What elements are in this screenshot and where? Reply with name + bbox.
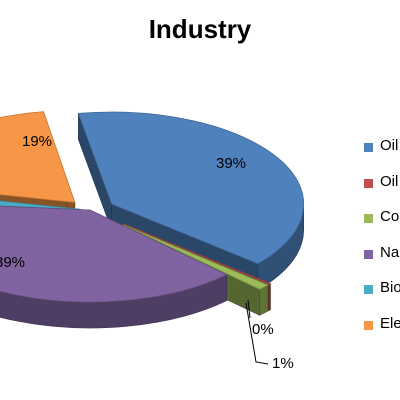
legend-item-natural-gas: Na xyxy=(364,244,400,264)
legend-label: Bio xyxy=(380,279,400,296)
legend-label: Na xyxy=(380,243,400,261)
legend-label: Ele xyxy=(380,314,400,332)
legend-swatch xyxy=(364,320,373,330)
pie-slices xyxy=(0,111,305,329)
legend-label: Oil xyxy=(380,137,399,154)
legend-swatch xyxy=(364,178,373,188)
data-label-natural-gas: 39% xyxy=(0,254,25,271)
legend-item-oil-2: Oil xyxy=(364,173,400,193)
legend-swatch xyxy=(364,214,373,223)
legend-swatch xyxy=(364,143,373,152)
chart-title: Industry xyxy=(148,14,252,44)
leader-line-coal xyxy=(245,302,269,365)
legend-swatch xyxy=(364,285,373,294)
legend-item-coal: Co xyxy=(364,208,400,228)
data-label-electricity: 19% xyxy=(22,133,52,150)
legend-label: Oil xyxy=(380,172,399,190)
data-label-oil: 39% xyxy=(216,155,246,172)
data-label-oil-2: 0% xyxy=(252,321,274,338)
legend-swatch xyxy=(364,249,373,259)
leader-line-oil-2 xyxy=(247,299,251,319)
legend-item-oil: Oil xyxy=(364,137,400,157)
slice-natural-gas xyxy=(0,205,228,329)
legend-item-bio: Bio xyxy=(364,279,400,299)
legend-label: Co xyxy=(380,208,400,225)
data-label-coal: 1% xyxy=(272,355,294,372)
legend-item-electricity: Ele xyxy=(364,315,400,335)
